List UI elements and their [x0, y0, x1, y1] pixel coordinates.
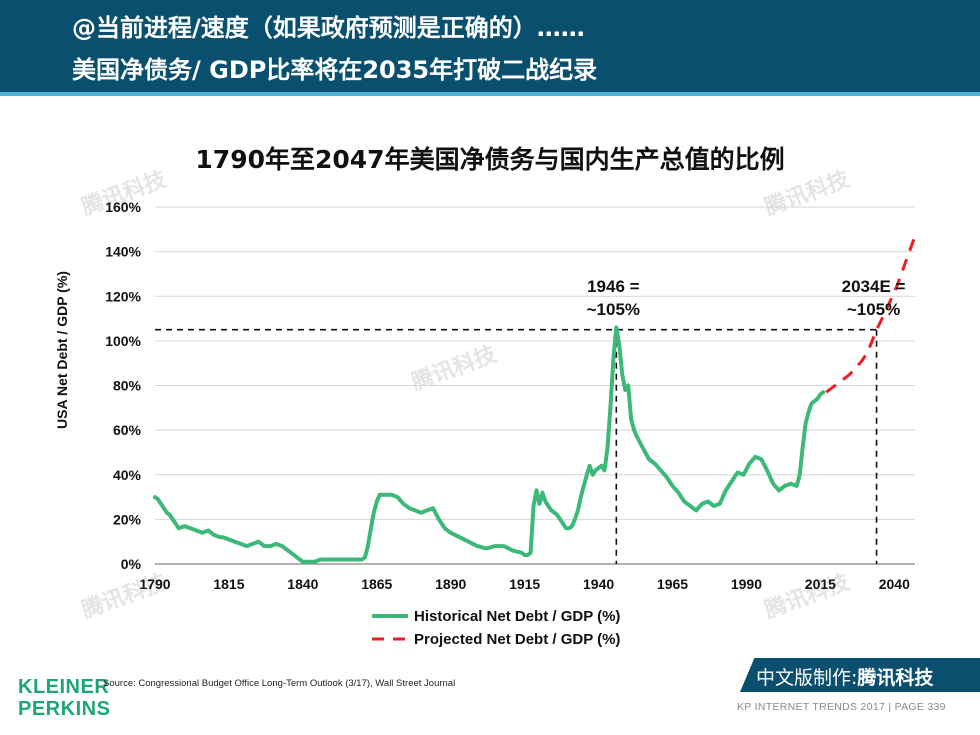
- logo-line-1: KLEINER: [18, 676, 110, 698]
- credit-badge-text: 中文版制作:腾讯科技: [756, 663, 933, 690]
- y-axis-label: USA Net Debt / GDP (%): [54, 271, 70, 429]
- annotation-label: 2034E =: [842, 277, 906, 296]
- y-tick-label: 20%: [113, 511, 142, 527]
- x-tick-label: 1815: [213, 576, 244, 592]
- chart-title: 1790年至2047年美国净债务与国内生产总值的比例: [195, 145, 785, 174]
- header-accent-line: [0, 92, 980, 96]
- y-tick-label: 140%: [105, 244, 141, 260]
- x-tick-label: 1940: [583, 576, 614, 592]
- x-tick-label: 2040: [879, 576, 910, 592]
- legend-entry: Projected Net Debt / GDP (%): [414, 631, 620, 648]
- header-line-1: @当前进程/速度（如果政府预测是正确的）……: [72, 14, 585, 42]
- projected-series-line: [825, 235, 917, 394]
- y-tick-label: 40%: [113, 467, 142, 483]
- x-tick-label: 1790: [139, 576, 170, 592]
- annotation-value: ~105%: [847, 300, 900, 319]
- credit-badge: [740, 658, 980, 692]
- x-tick-label: 1965: [657, 576, 688, 592]
- header-line-2: 美国净债务/ GDP比率将在2035年打破二战纪录: [72, 56, 598, 84]
- x-tick-label: 1890: [435, 576, 466, 592]
- historical-series-line: [153, 325, 826, 564]
- x-tick-label: 2015: [805, 576, 836, 592]
- y-tick-label: 160%: [105, 199, 141, 215]
- y-tick-label: 100%: [105, 333, 141, 349]
- credit-prefix: 中文版制作:: [756, 667, 858, 689]
- y-tick-label: 80%: [113, 378, 142, 394]
- credit-brand: 腾讯科技: [857, 667, 934, 689]
- y-tick-label: 60%: [113, 422, 142, 438]
- watermark-text: 腾讯科技: [409, 342, 501, 396]
- x-tick-label: 1915: [509, 576, 540, 592]
- annotation-value: ~105%: [587, 300, 640, 319]
- annotation-label: 1946 =: [587, 277, 640, 296]
- kleiner-perkins-logo: KLEINER PERKINS: [18, 676, 110, 720]
- x-tick-label: 1840: [287, 576, 318, 592]
- watermark-text: 腾讯科技: [762, 167, 854, 221]
- footer-page: KP INTERNET TRENDS 2017 | PAGE 339: [737, 701, 946, 713]
- logo-line-2: PERKINS: [18, 698, 111, 720]
- legend-entry: Historical Net Debt / GDP (%): [414, 608, 620, 625]
- y-tick-label: 120%: [105, 288, 141, 304]
- header-bar: @当前进程/速度（如果政府预测是正确的）…… 美国净债务/ GDP比率将在203…: [0, 0, 980, 92]
- x-tick-label: 1865: [361, 576, 392, 592]
- x-tick-label: 1990: [731, 576, 762, 592]
- y-tick-label: 0%: [121, 556, 142, 572]
- source-note: Source: Congressional Budget Office Long…: [103, 678, 456, 689]
